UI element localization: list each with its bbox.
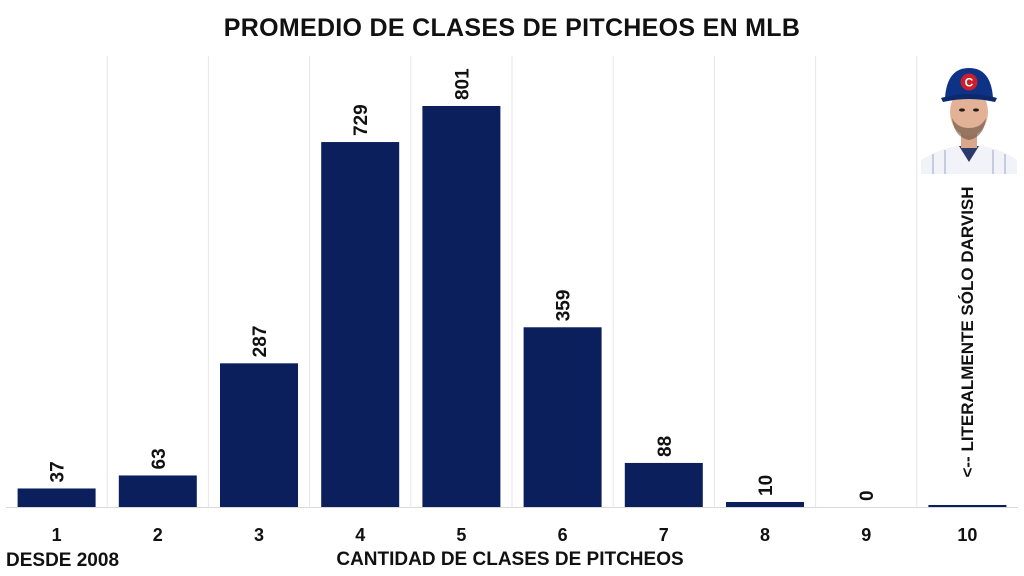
x-tick-label-6: 6	[558, 525, 568, 545]
data-label-2: 63	[149, 448, 170, 469]
bar-3	[220, 363, 298, 507]
bar-7	[624, 462, 703, 507]
x-tick-label-1: 1	[52, 525, 62, 545]
chart-title: PROMEDIO DE CLASES DE PITCHEOS EN MLB	[223, 14, 801, 42]
x-tick-label-4: 4	[355, 525, 365, 545]
x-tick-label-8: 8	[760, 525, 770, 545]
cap-logo: C	[965, 76, 974, 90]
footnote: DESDE 2008	[6, 550, 120, 571]
bar-1	[17, 488, 96, 507]
data-label-4: 729	[351, 104, 372, 136]
baseball-player-photo-icon: C	[919, 62, 1019, 174]
darvish-annotation: <-- LITERALMENTE SÓLO DARVISH	[958, 186, 977, 478]
x-tick-label-2: 2	[153, 525, 163, 545]
data-label-6: 359	[554, 290, 575, 322]
data-label-9: 0	[857, 490, 878, 501]
x-tick-label-7: 7	[659, 525, 669, 545]
x-tick-label-10: 10	[957, 525, 977, 545]
data-label-8: 10	[756, 475, 777, 496]
x-tick-label-3: 3	[254, 525, 264, 545]
bar-8	[726, 501, 804, 507]
bar-6	[523, 327, 602, 507]
data-label-7: 88	[655, 436, 676, 457]
bar-5	[422, 106, 501, 507]
x-tick-label-9: 9	[861, 525, 871, 545]
bar-10	[928, 505, 1007, 507]
x-tick-label-5: 5	[456, 525, 466, 545]
bar-2	[118, 475, 197, 507]
data-label-5: 801	[452, 68, 473, 100]
data-label-1: 37	[48, 461, 69, 482]
data-label-3: 287	[250, 326, 271, 358]
bar-4	[321, 142, 400, 508]
x-axis-label: CANTIDAD DE CLASES DE PITCHEOS	[336, 549, 684, 570]
